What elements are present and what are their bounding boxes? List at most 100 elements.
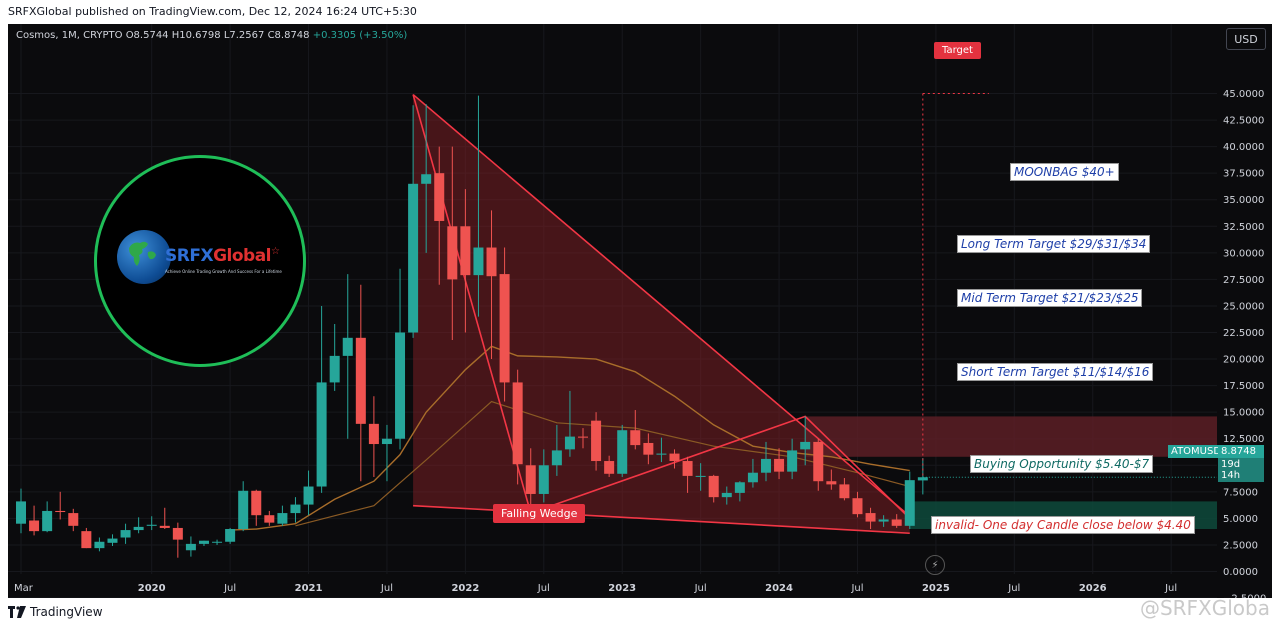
candle-body	[499, 274, 510, 383]
candle-body	[342, 337, 353, 356]
price-axis-label: 40.0000	[1223, 142, 1264, 153]
candle-body	[826, 481, 837, 485]
price-axis-label: 7.5000	[1223, 487, 1258, 498]
price-axis-label: 35.0000	[1223, 195, 1264, 206]
short-term-target-label[interactable]: Short Term Target $11/$14/$16	[957, 363, 1154, 381]
continent-shape	[129, 241, 156, 266]
candle-body	[460, 226, 471, 276]
candle-body	[682, 461, 693, 476]
candle-body	[447, 226, 458, 280]
candle-body	[551, 450, 562, 466]
candle-body	[564, 436, 575, 450]
last-price-tag: 8.8748	[1218, 445, 1264, 458]
falling-wedge-label[interactable]: Falling Wedge	[493, 504, 586, 523]
time-axis-label: 2024	[765, 583, 793, 594]
candle-body	[408, 183, 419, 333]
price-axis-label: 30.0000	[1223, 248, 1264, 259]
resistance-zone	[805, 416, 1217, 457]
brand-name: SRFXGlobal☆	[165, 246, 280, 266]
tradingview-logo[interactable]: TradingView	[8, 605, 103, 619]
candle-body	[734, 482, 745, 493]
price-axis-label: 20.0000	[1223, 355, 1264, 366]
time-axis-label: Jul	[380, 583, 393, 594]
mid-term-target-label[interactable]: Mid Term Target $21/$23/$25	[957, 289, 1143, 307]
price-axis-label: 2.5000	[1223, 540, 1258, 551]
candle-body	[277, 513, 288, 524]
chart-area[interactable]: 45.0000 42.5000 40.0000 37.5000 35.0000 32.50…	[8, 24, 1272, 598]
candle-body	[617, 430, 628, 474]
legend-close: C8.8748	[267, 30, 310, 41]
candle-body	[381, 438, 392, 445]
candle-body	[656, 453, 667, 455]
price-axis-label: 42.5000	[1223, 116, 1264, 127]
price-chart[interactable]: 45.0000 42.5000 40.0000 37.5000 35.0000 32.50…	[8, 24, 1272, 598]
candle-body	[591, 420, 602, 462]
candle-body	[473, 247, 484, 276]
target-label[interactable]: Target	[934, 42, 981, 59]
currency-button[interactable]: USD	[1226, 28, 1266, 50]
price-axis-label: 15.0000	[1223, 408, 1264, 419]
candle-body	[669, 453, 680, 462]
time-axis-label: Jul	[694, 583, 707, 594]
candle-body	[355, 337, 366, 424]
price-axis-label: 5.0000	[1223, 514, 1258, 525]
moonbag-label[interactable]: MOONBAG $40+	[1010, 163, 1119, 181]
legend-symbol: Cosmos, 1M, CRYPTO	[16, 30, 123, 41]
candle-body	[839, 484, 850, 499]
candle-body	[133, 526, 144, 531]
candle-body	[198, 540, 209, 544]
price-axis-label: 22.5000	[1223, 328, 1264, 339]
long-term-target-label[interactable]: Long Term Target $29/$31/$34	[957, 235, 1151, 253]
candle-body	[708, 475, 719, 498]
invalidation-label[interactable]: invalid- One day Candle close below $4.4…	[931, 516, 1195, 534]
lightning-icon[interactable]: ⚡	[925, 555, 945, 575]
legend-open: O8.5744	[125, 30, 169, 41]
time-axis-label: 2025	[922, 583, 950, 594]
candle-body	[94, 541, 105, 549]
candle-body	[251, 490, 262, 516]
time-axis-label: Jul	[1007, 583, 1020, 594]
candle-body	[787, 450, 798, 472]
candle-body	[747, 472, 758, 483]
time-axis-label: Mar	[14, 583, 34, 594]
time-axis-label: Jul	[537, 583, 550, 594]
time-axis-label: 2021	[295, 583, 323, 594]
candle-countdown-tag: 19d 14h	[1218, 458, 1264, 482]
time-axis-label: 2026	[1079, 583, 1107, 594]
candle-body	[42, 510, 53, 532]
candle-body	[434, 173, 445, 221]
price-axis-bg	[1217, 24, 1272, 598]
legend-change: +0.3305 (+3.50%)	[312, 30, 408, 41]
wedge-upper-line	[412, 93, 911, 517]
candle-body	[643, 442, 654, 455]
candle-body	[904, 480, 915, 526]
candle-body	[212, 541, 223, 543]
candle-body	[55, 510, 66, 513]
candle-body	[774, 458, 785, 472]
publish-bar: SRFXGlobal published on TradingView.com,…	[0, 0, 1280, 24]
publish-info: SRFXGlobal published on TradingView.com,…	[8, 5, 417, 18]
candle-body	[146, 524, 157, 526]
candle-body	[290, 504, 301, 514]
buying-opportunity-label[interactable]: Buying Opportunity $5.40-$7	[970, 455, 1154, 473]
time-axis-label: 2022	[451, 583, 479, 594]
price-axis-label: 12.5000	[1223, 434, 1264, 445]
candle-body	[316, 382, 327, 487]
candle-body	[538, 465, 549, 494]
candle-body	[395, 332, 406, 439]
candle-body	[368, 423, 379, 445]
candles	[16, 95, 928, 558]
globe-icon	[117, 230, 171, 284]
candle-body	[185, 543, 196, 551]
tradingview-mark-icon	[8, 606, 26, 618]
price-axis-label: 32.5000	[1223, 222, 1264, 233]
candle-body	[878, 519, 889, 522]
tradingview-wordmark: TradingView	[30, 605, 103, 619]
price-axis-label: 0.0000	[1223, 567, 1258, 578]
price-axis: 45.0000 42.5000 40.0000 37.5000 35.0000 32.50…	[1217, 24, 1272, 598]
candle-body	[760, 458, 771, 473]
price-axis-label: 27.5000	[1223, 275, 1264, 286]
candle-body	[238, 490, 249, 530]
candle-body	[421, 174, 432, 184]
